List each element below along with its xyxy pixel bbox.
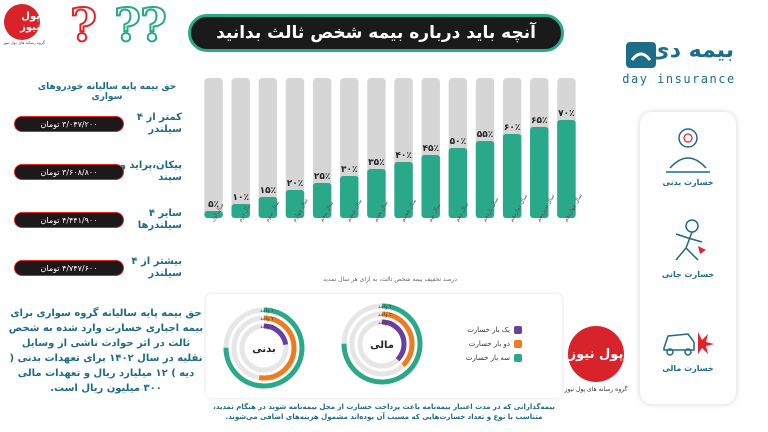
discount-chart: ۵٪ سال اول ۱۰٪ سال دوم ۱۵٪ سال سوم ۲۰٪ سال چهار…	[192, 70, 588, 292]
bar	[557, 120, 576, 218]
legend-label: دو بار خسارت	[468, 340, 510, 348]
side-label: خسارت مالی	[662, 364, 714, 373]
bar-value-label: ۳۰٪	[341, 165, 357, 175]
bar-value-label: ۳۵٪	[368, 158, 384, 168]
damage-types-panel: خسارت بدنی خسارت جانی خسارت مالی	[640, 112, 736, 404]
price-label: کمتر از ۴ سیلندر	[136, 112, 182, 135]
question-mark-icon: ?	[69, 0, 98, 52]
bar	[530, 127, 549, 218]
ring-arc	[231, 315, 297, 381]
bar-value-label: ۲۵٪	[314, 172, 330, 182]
bar	[312, 183, 332, 218]
bar-value-label: ۴۰٪	[395, 151, 411, 161]
bar-background	[285, 78, 305, 218]
ring-arc	[349, 311, 415, 377]
logo-caption: گروه رسانه های پول نیوز	[3, 40, 45, 45]
bar	[367, 169, 386, 218]
brand-mark-icon	[626, 42, 656, 68]
legend-label: سه بار خسارت	[465, 354, 510, 362]
bar-background	[204, 78, 223, 218]
price-label: پیکان،پراید و سپند	[119, 160, 182, 183]
logo-text: پول نیوز	[568, 346, 624, 362]
penalty-section: بدنی ۱۰۰ واحد ۷۰ واحد ۳۰ واحد مالی ۴۰ واحد ۲۰ …	[206, 294, 562, 398]
logo-text: پول نیوز	[20, 11, 40, 33]
price-value: ۳/۰۴۷/۲۰۰ تومان	[14, 116, 124, 132]
life-damage-icon	[675, 219, 706, 261]
ring-tick-label: ۱۰۰ واحد	[260, 308, 279, 314]
footnote: بیمه‌گذارانی که در مدت اعتبار بیمه‌نامه …	[213, 403, 555, 421]
brand-name-en: day insurance	[622, 72, 736, 86]
chart-caption: درصد تخفیف بیمه شخص ثالث، به ازای هر سال…	[323, 276, 457, 283]
legend-swatch	[514, 340, 522, 348]
bar-value-label: ۷۰٪	[558, 109, 574, 119]
price-label: سایر ۴ سیلندرها	[137, 208, 182, 231]
bar-value-label: ۱۰٪	[232, 193, 248, 203]
bar-value-label: ۴۵٪	[422, 144, 438, 154]
ring-arc	[239, 323, 289, 373]
prices-heading: حق بیمه پایه سالیانه خودروهای سواری	[37, 82, 177, 102]
ring-arc	[341, 303, 423, 385]
side-item-life: خسارت جانی	[640, 216, 736, 279]
bar	[394, 162, 413, 218]
bar	[231, 204, 250, 218]
bar-value-label: ۱۵٪	[260, 186, 276, 196]
price-row: سایر ۴ سیلندرها ۴/۴۴۱/۹۰۰ تومان	[14, 206, 182, 238]
price-row: کمتر از ۴ سیلندر ۳/۰۴۷/۲۰۰ تومان	[14, 110, 182, 142]
poolnews-logo: پول نیوز	[4, 4, 40, 40]
bar	[448, 148, 468, 218]
bar	[475, 141, 495, 218]
poolnews-logo-large: پول نیوز	[568, 326, 624, 382]
bar-value-label: ۵٪	[208, 200, 219, 210]
bar-background	[258, 78, 278, 218]
brand-name-fa: بیمه دی	[649, 38, 734, 63]
ring-tick-label: ۳۰ واحد	[260, 324, 276, 330]
bodily-ring-label: بدنی	[252, 344, 275, 355]
bar	[258, 197, 278, 218]
price-label: بیشتر از ۴ سیلندر	[131, 256, 182, 279]
bar-value-label: ۶۰٪	[504, 123, 520, 133]
bar	[421, 155, 440, 218]
side-item-financial: خسارت مالی	[640, 310, 736, 373]
penalty-rings: بدنی ۱۰۰ واحد ۷۰ واحد ۳۰ واحد مالی ۴۰ واحد ۲۰ …	[223, 303, 423, 389]
legend-item: دو بار خسارت	[469, 340, 522, 348]
legend-swatch	[514, 326, 522, 334]
car-crash-icon	[663, 332, 714, 356]
legend-swatch	[514, 354, 522, 362]
question-mark-icon: ?	[139, 0, 168, 52]
bar-value-label: ۲۰٪	[287, 179, 303, 189]
bar-value-label: ۶۵٪	[531, 116, 547, 126]
ring-arc	[357, 319, 407, 369]
description-text: حق بیمه پایه سالیانه گروه سواری برای بیم…	[8, 308, 204, 394]
bar-value-label: ۵۰٪	[450, 137, 466, 147]
bar	[285, 190, 305, 218]
price-value: ۴/۴۴۱/۹۰۰ تومان	[14, 212, 124, 228]
bar	[204, 211, 223, 218]
ring-tick-label: ۲۰ واحد	[378, 312, 394, 318]
side-item-bodily: خسارت بدنی	[640, 124, 736, 187]
bar	[340, 176, 359, 218]
bodily-injury-icon	[666, 128, 710, 173]
question-mark-icon: ?	[113, 0, 142, 52]
legend-label: یک بار خسارت	[467, 326, 510, 334]
price-value: ۴/۷۴۷/۶۰۰ تومان	[14, 260, 124, 276]
legend-item: سه بار خسارت	[466, 354, 522, 362]
bar-value-label: ۵۵٪	[477, 130, 493, 140]
page-title: آنچه باید درباره بیمه شخص ثالث بدانید	[188, 14, 564, 52]
price-row: بیشتر از ۴ سیلندر ۴/۷۴۷/۶۰۰ تومان	[14, 254, 182, 286]
ring-arc	[223, 307, 305, 389]
price-row: پیکان،پراید و سپند ۳/۶۰۸/۸۰۰ تومان	[14, 158, 182, 190]
legend-item: یک بار خسارت	[467, 326, 522, 334]
bar-background	[231, 78, 250, 218]
ring-tick-label: ۷۰ واحد	[260, 316, 276, 322]
ring-tick-label: ۲۰ واحد	[378, 320, 394, 326]
bar	[502, 134, 522, 218]
price-value: ۳/۶۰۸/۸۰۰ تومان	[14, 164, 124, 180]
financial-ring-label: مالی	[370, 340, 394, 351]
side-label: خسارت جانی	[661, 270, 715, 279]
side-label: خسارت بدنی	[662, 178, 714, 187]
ring-tick-label: ۴۰ واحد	[378, 304, 394, 310]
logo-caption: گروه رسانه های پول نیوز	[564, 386, 628, 393]
brand-logo: بیمه دی	[624, 38, 734, 72]
